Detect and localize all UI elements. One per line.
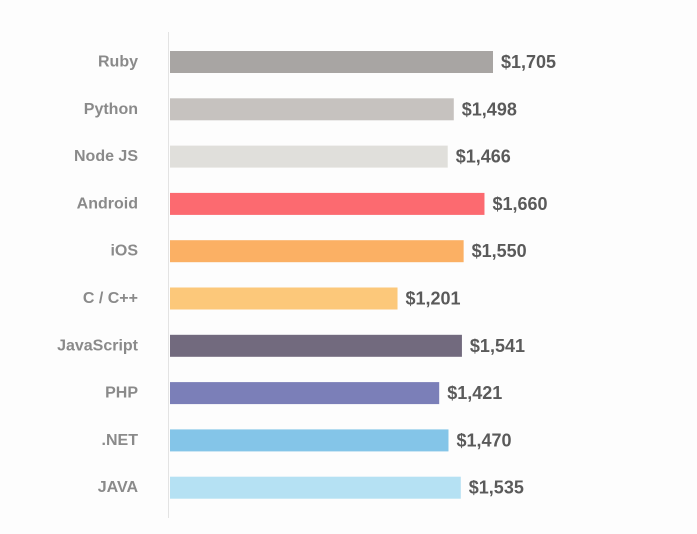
- bar: [170, 51, 493, 73]
- bar: [170, 240, 464, 263]
- category-label: Ruby: [98, 54, 138, 71]
- value-label: $1,541: [470, 336, 525, 356]
- category-label: iOS: [110, 243, 138, 260]
- bar: [170, 429, 449, 452]
- bar: [170, 334, 462, 357]
- value-label: $1,550: [472, 241, 527, 261]
- category-label: PHP: [105, 385, 138, 402]
- bar: [170, 192, 485, 215]
- value-label: $1,421: [447, 383, 502, 403]
- category-label: Android: [77, 195, 138, 212]
- bar: [170, 476, 461, 499]
- category-label: JAVA: [98, 479, 139, 496]
- bar: [170, 382, 440, 405]
- value-label: $1,470: [456, 430, 511, 450]
- value-label: $1,466: [456, 147, 511, 167]
- bar: [170, 145, 448, 168]
- category-label: .NET: [102, 432, 139, 449]
- value-label: $1,660: [492, 194, 547, 214]
- category-label: Node JS: [74, 148, 138, 165]
- value-label: $1,535: [469, 478, 524, 498]
- category-label: JavaScript: [57, 337, 139, 354]
- bar: [170, 287, 398, 310]
- value-label: $1,201: [406, 289, 461, 309]
- category-label: C / C++: [83, 290, 138, 307]
- value-label: $1,498: [462, 99, 517, 119]
- bars-layer: Ruby $1,705 Python $1,498 Node JS $1,466 Andro…: [57, 51, 556, 499]
- value-label: $1,705: [501, 52, 556, 72]
- bar: [170, 98, 454, 121]
- category-label: Python: [84, 101, 138, 118]
